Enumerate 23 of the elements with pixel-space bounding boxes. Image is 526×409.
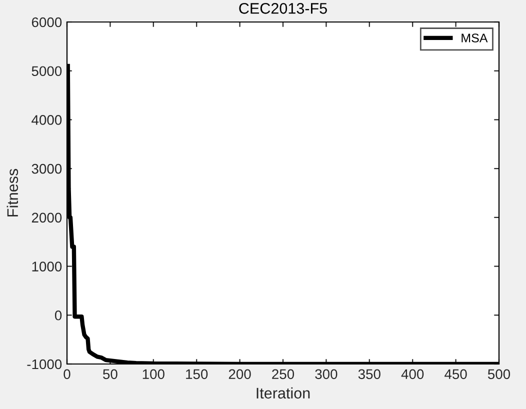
y-tick-label: 5000 [32,66,62,76]
y-tick-label: 1000 [32,262,62,272]
x-tick-label: 450 [444,369,467,380]
x-tick-label: 350 [358,369,380,380]
legend-label: MSA [462,34,488,42]
y-tick-label: 3000 [32,164,62,174]
chart-title: CEC2013-F5 [239,3,327,14]
x-tick-label: 0 [64,369,70,380]
y-axis-title: Fitness [6,168,18,216]
x-tick-label: 50 [103,369,118,380]
y-tick-label: 0 [54,310,62,320]
x-tick-label: 400 [401,369,424,380]
y-tick-label: 6000 [32,17,62,28]
y-tick-label: -1000 [27,359,62,370]
x-tick-label: 300 [315,369,338,380]
x-axis-title: Iteration [256,387,310,399]
x-tick-label: 100 [142,369,164,380]
x-tick-label: 150 [186,369,208,380]
y-tick-label: 4000 [32,115,62,125]
x-tick-label: 200 [228,369,251,380]
y-tick-label: 2000 [32,212,62,223]
x-tick-label: 500 [488,369,510,380]
x-tick-label: 250 [272,369,294,380]
